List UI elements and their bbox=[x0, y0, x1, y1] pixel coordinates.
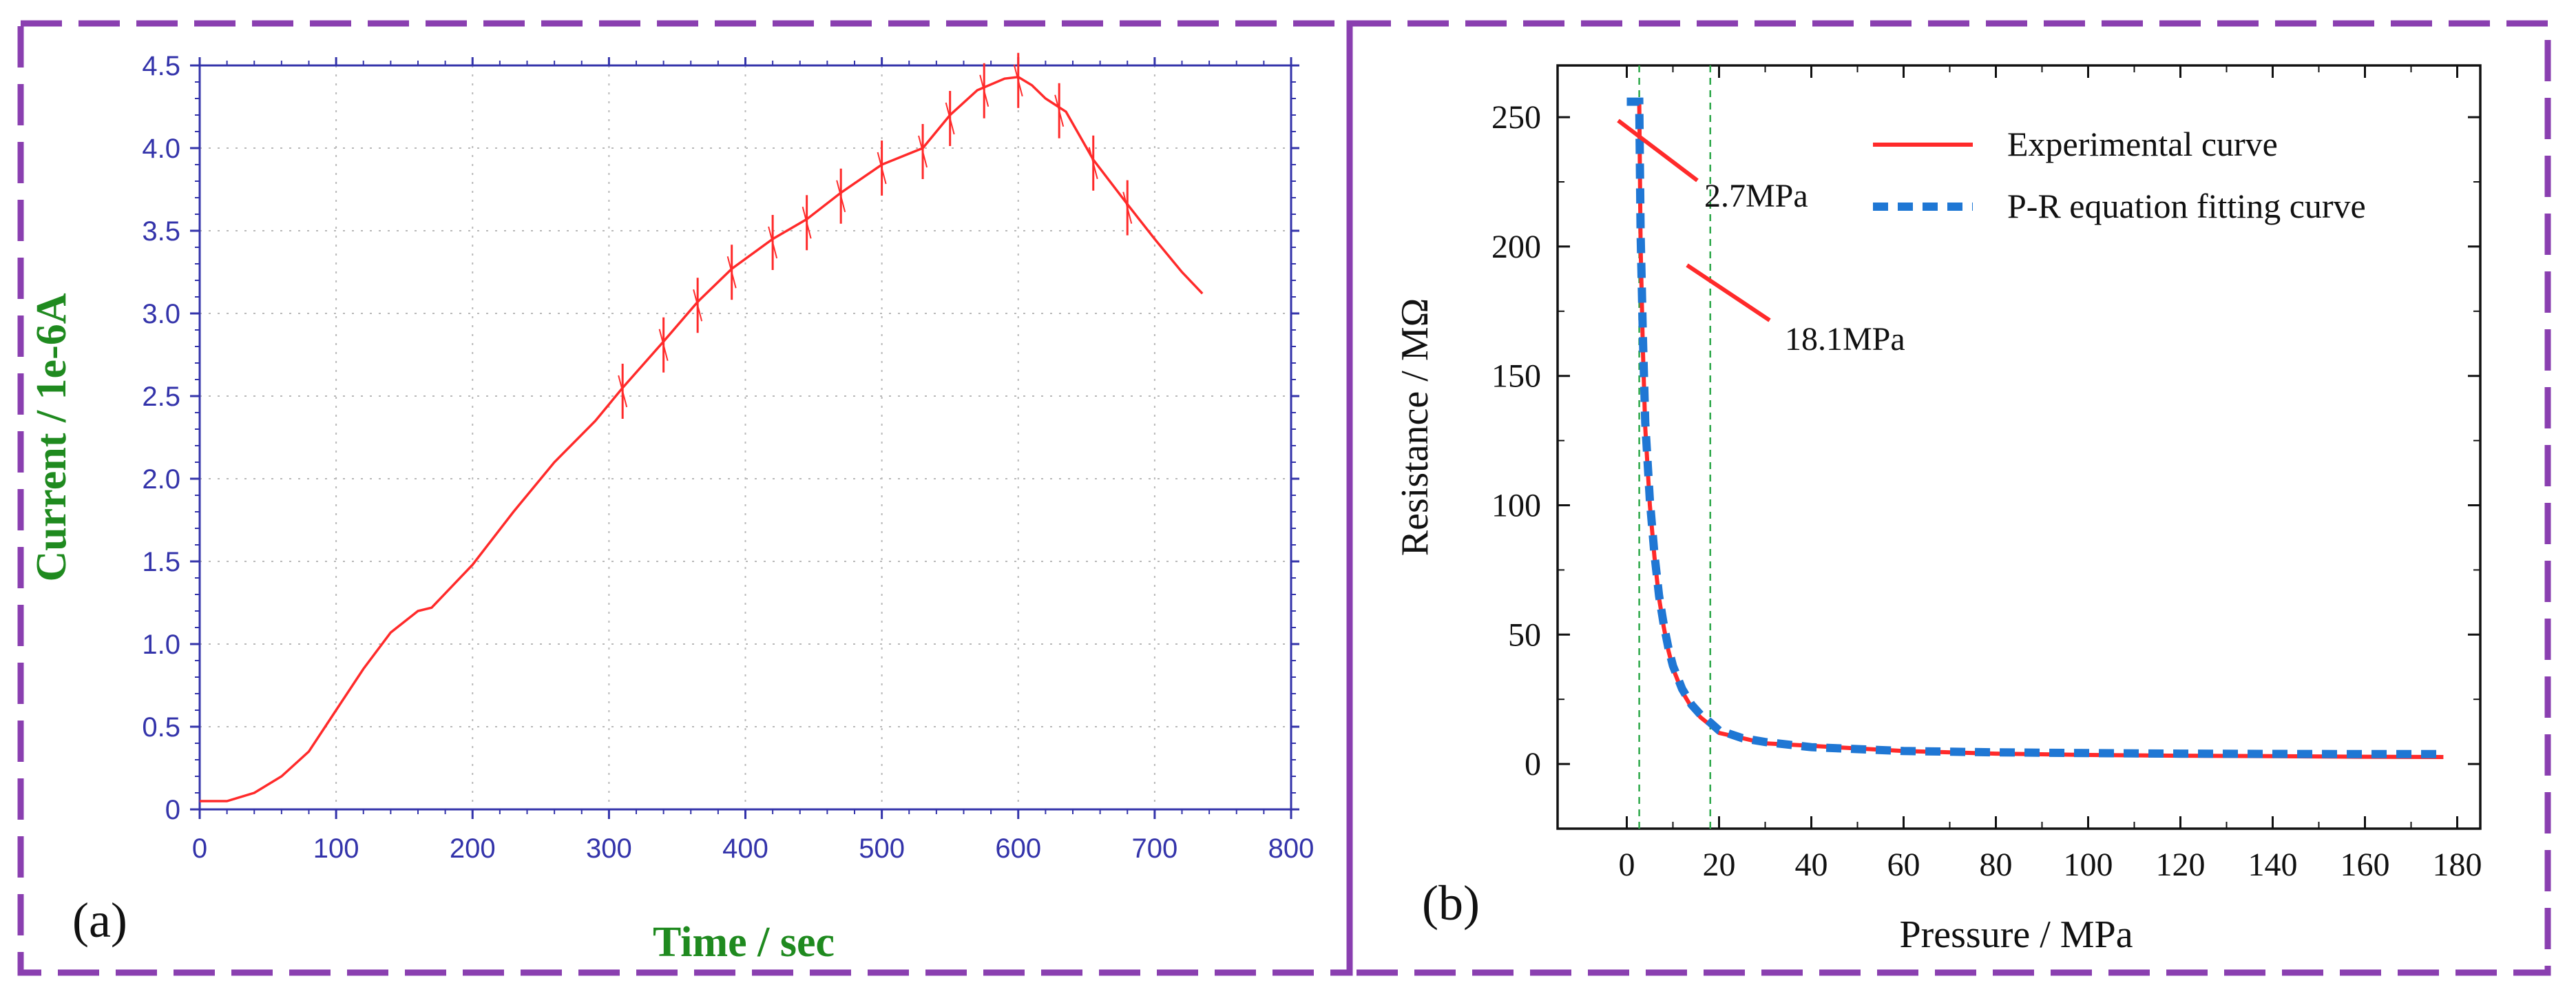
panel-b-x-tick-label: 40 bbox=[1795, 847, 1828, 883]
panel-b-y-tick-label: 250 bbox=[1491, 99, 1541, 136]
panel-a-x-tick-label: 200 bbox=[450, 833, 496, 864]
panel-a-spike-jitter bbox=[945, 102, 955, 135]
panel-b-x-tick-label: 20 bbox=[1703, 847, 1736, 883]
panel-b-x-tick-label: 120 bbox=[2156, 847, 2206, 883]
panel-b-label: (b) bbox=[1422, 876, 1480, 931]
panel-b-y-tick-label: 100 bbox=[1491, 488, 1541, 524]
panel-a-y-tick-label: 0 bbox=[165, 795, 180, 825]
panel-a-ticks: 0 100 200 300 400 500 600 700 800 0 0.5 1.0 1.5 2.0 2.… bbox=[142, 51, 1314, 864]
panel-b-frame bbox=[1346, 20, 2551, 976]
panel-a-x-tick-label: 500 bbox=[859, 833, 905, 864]
panel-b-fitting-curve bbox=[1626, 97, 2444, 758]
panel-a-frame bbox=[17, 20, 1353, 976]
panel-a-y-axis-label: Current / 1e-6A bbox=[28, 293, 75, 581]
panel-a-x-tick-label: 0 bbox=[192, 833, 207, 864]
panel-a-y-tick-label: 4.0 bbox=[142, 134, 180, 164]
panel-b-ticks: 0 20 40 60 80 100 120 140 160 180 0 50 100 150 200 250 bbox=[1491, 65, 2482, 883]
panel-b-plot-area bbox=[1556, 64, 2482, 830]
annotation-2-7-pointer bbox=[1617, 118, 1699, 183]
panel-b-x-tick-label: 160 bbox=[2341, 847, 2390, 883]
panel-a-x-axis-label: Time / sec bbox=[653, 919, 835, 966]
panel-a-x-tick-label: 600 bbox=[995, 833, 1041, 864]
panel-a-y-tick-label: 1.5 bbox=[142, 547, 180, 577]
panel-b-y-tick-label: 0 bbox=[1525, 746, 1541, 783]
panel-b-x-tick-label: 140 bbox=[2248, 847, 2298, 883]
panel-a-spike-jitter bbox=[877, 152, 887, 185]
panel-b-y-tick-label: 200 bbox=[1491, 229, 1541, 265]
panel-a-y-tick-label: 2.5 bbox=[142, 382, 180, 412]
panel-a-x-tick-label: 800 bbox=[1268, 833, 1315, 864]
panel-a-spike-jitter bbox=[836, 180, 846, 213]
panel-a-spike-jitter bbox=[726, 256, 737, 289]
panel-a-spike-jitter bbox=[618, 375, 628, 408]
panel-a-label: (a) bbox=[72, 893, 127, 948]
panel-a-y-tick-label: 3.0 bbox=[142, 299, 180, 329]
panel-a-spike-jitter bbox=[918, 135, 928, 168]
panel-a-y-tick-label: 2.0 bbox=[142, 464, 180, 495]
annotation-18-1-pointer bbox=[1686, 263, 1771, 322]
panel-a-y-tick-label: 4.5 bbox=[142, 51, 180, 81]
panel-b-x-tick-label: 80 bbox=[1980, 847, 2013, 883]
panel-a-spike-jitter bbox=[1054, 94, 1065, 127]
panel-a-spike-jitter bbox=[693, 289, 703, 322]
panel-b-x-tick-label: 180 bbox=[2433, 847, 2482, 883]
panel-a-x-tick-label: 100 bbox=[313, 833, 359, 864]
panel-a-x-tick-label: 700 bbox=[1132, 833, 1178, 864]
panel-a-spike-jitter bbox=[1013, 64, 1023, 97]
panel-a-spike-jitter bbox=[768, 226, 778, 259]
panel-a-y-tick-label: 1.0 bbox=[142, 630, 180, 660]
panel-b-x-tick-label: 100 bbox=[2064, 847, 2113, 883]
panel-a-spike-jitter bbox=[802, 206, 812, 239]
annotation-18-1-label: 18.1MPa bbox=[1785, 321, 1905, 358]
panel-a-noise-spikes bbox=[618, 52, 1133, 419]
panel-a-y-tick-label: 0.5 bbox=[142, 712, 180, 743]
panel-a-chart: 0 100 200 300 400 500 600 700 800 0 0.5 1.0 1.5 2.0 2.… bbox=[28, 51, 1314, 966]
panel-a-current-line bbox=[200, 75, 1204, 802]
panel-a-grid bbox=[200, 65, 1291, 809]
panel-a-x-tick-label: 300 bbox=[586, 833, 632, 864]
legend-fitting-label: P-R equation fitting curve bbox=[2007, 187, 2366, 225]
panel-a-y-tick-label: 3.5 bbox=[142, 216, 180, 247]
panel-b-legend: Experimental curve P-R equation fitting … bbox=[1873, 125, 2366, 225]
panel-a-spike-jitter bbox=[1122, 191, 1133, 224]
panel-b-y-tick-label: 50 bbox=[1508, 617, 1541, 653]
panel-b-y-tick-label: 150 bbox=[1491, 358, 1541, 395]
panel-a-x-tick-label: 400 bbox=[722, 833, 768, 864]
panel-b-chart: 0 20 40 60 80 100 120 140 160 180050100150200250 … bbox=[1394, 64, 2482, 956]
panel-b-x-tick-label: 60 bbox=[1887, 847, 1920, 883]
legend-experimental-label: Experimental curve bbox=[2007, 125, 2278, 163]
panel-b-y-axis-label: Resistance / MΩ bbox=[1394, 298, 1436, 556]
panel-b-x-tick-label: 0 bbox=[1619, 847, 1635, 883]
panel-a-spike-jitter bbox=[658, 329, 669, 362]
panel-a-spike-jitter bbox=[979, 74, 989, 107]
annotation-2-7-label: 2.7MPa bbox=[1704, 178, 1808, 214]
panel-b-x-axis-label: Pressure / MPa bbox=[1899, 913, 2133, 956]
panel-a-plot-area bbox=[198, 64, 1292, 811]
